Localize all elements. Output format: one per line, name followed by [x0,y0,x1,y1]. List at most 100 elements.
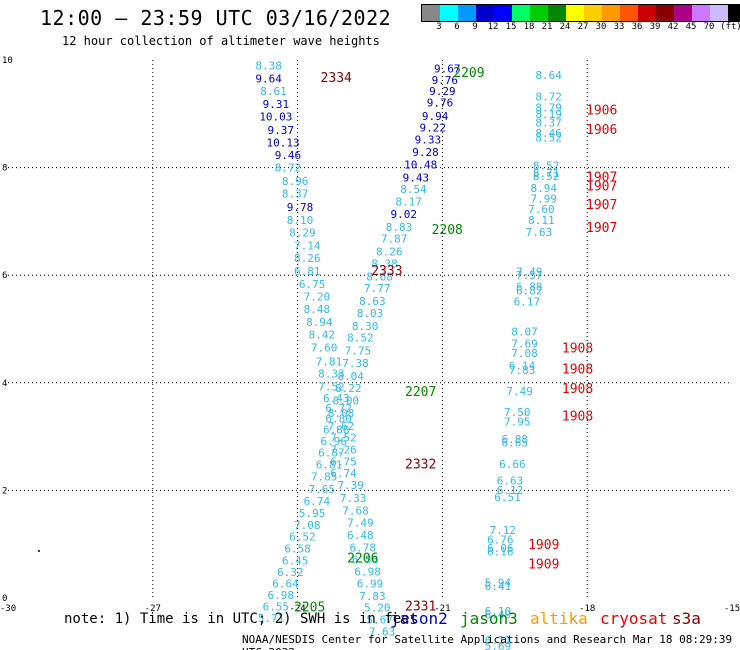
pass-number-label: 1907 [586,171,617,186]
wave-height-value: 6.81 [294,265,321,278]
wave-height-value: 6.56 [352,553,379,566]
wave-height-value: 7.08 [511,347,538,360]
wave-height-value: 8.10 [287,214,314,227]
legend-swatch [692,5,710,21]
wave-height-value: 8.26 [376,246,403,259]
legend-label: 18 [523,22,535,32]
wave-height-value: 8.03 [357,307,384,320]
wave-height-value: 7.20 [304,291,331,304]
wave-height-value: 6.74 [330,467,357,480]
legend-label: 39 [649,22,661,32]
wave-height-value: 7.52 [318,381,345,394]
wave-height-value: 7.65 [308,483,335,496]
pass-number-label: 2332 [405,458,436,473]
legend-swatch [638,5,656,21]
wave-height-value: 6.96 [321,435,348,448]
color-scale-legend [421,4,740,22]
pass-number-label: 1908 [562,341,593,356]
wave-height-value: 7.81 [316,355,343,368]
pass-number-label: 1906 [586,103,617,118]
legend-swatch [440,5,458,21]
wave-height-value: 8.79 [535,101,562,114]
pass-number-label: 2206 [347,552,378,567]
wave-height-value: 8.00 [333,395,360,408]
wave-height-value: 9.43 [403,171,430,184]
wave-height-value: 8.54 [400,183,427,196]
wave-height-value: 6.16 [487,546,514,559]
wave-height-value: 7.69 [511,338,538,351]
legend-swatch [548,5,566,21]
wave-height-value: 9.76 [432,74,459,87]
wave-height-value: 6.98 [354,566,381,579]
wave-height-value: 6.88 [516,280,543,293]
chart-title: 12:00 – 23:59 UTC 03/16/2022 [40,6,392,30]
legend-swatch [458,5,476,21]
legend-label: 33 [613,22,625,32]
legend-swatch [584,5,602,21]
pass-number-label: 2208 [432,223,463,238]
legend-swatch [422,5,440,21]
wave-height-value: 7.83 [509,364,536,377]
wave-height-value: 6.41 [485,580,512,593]
footer-note: note: 1) Time is in UTC; 2) SWH is in fe… [64,611,419,627]
legend-swatch [476,5,494,21]
wave-height-value: 6.75 [330,455,357,468]
wave-height-value: 9.76 [427,97,454,110]
wave-height-value: 6.63 [497,475,524,488]
wave-height-value: 7.50 [504,406,531,419]
wave-height-value: 6.10 [485,605,512,618]
wave-height-value: 7.52 [330,432,357,445]
y-tick-label: 8 [2,164,7,174]
wave-height-value: 6.12 [497,484,524,497]
legend-label: 15 [505,22,517,32]
wave-height-value: 6.98 [267,589,294,602]
pass-number-label: 2334 [321,71,352,86]
wave-height-value: 7.68 [342,504,369,517]
wave-height-value: 8.63 [359,295,386,308]
wave-height-value: 5.67 [366,614,393,627]
wave-height-value: 8.07 [511,326,538,339]
satellite-legend-altika: altika [530,609,588,628]
wave-height-value: 8.22 [335,382,362,395]
wave-height-value: 8.72 [275,162,302,175]
satellite-legend-jason3: jason3 [460,609,518,628]
legend-label: 42 [667,22,679,32]
wave-height-value: 8.19 [535,108,562,121]
legend-swatch [728,5,740,21]
legend-swatch [530,5,548,21]
legend-label: 27 [577,22,589,32]
wave-height-value: 7.60 [528,203,555,216]
y-tick-label: 0 [2,594,7,604]
legend-swatch [674,5,692,21]
legend-label: 45 [685,22,697,32]
wave-height-value: 8.48 [304,303,331,316]
pass-number-label: 2205 [294,601,325,616]
wave-height-value: 9.28 [412,146,439,159]
wave-height-value: 6.45 [282,554,309,567]
wave-height-value: 7.83 [359,590,386,603]
wave-height-value: 6.78 [350,541,377,554]
pass-number-label: 1906 [586,123,617,138]
wave-height-value: 8.52 [533,159,560,172]
wave-height-value: 6.81 [316,459,343,472]
wave-height-value: 6.43 [323,392,350,405]
wave-height-value: 9.22 [419,121,446,134]
wave-height-value: 6.32 [277,566,304,579]
wave-height-value: 6.64 [272,577,299,590]
pass-number-label: 2209 [453,66,484,81]
pass-number-label: 1908 [562,362,593,377]
wave-height-value: 7.57 [516,269,543,282]
legend-swatch [566,5,584,21]
wave-height-value: 8.08 [328,407,355,420]
wave-height-value: 7.62 [328,420,355,433]
wave-height-value: 6.88 [323,424,350,437]
wave-height-value: 7.63 [369,625,396,638]
wave-height-value: 6.11 [485,634,512,647]
wave-height-value: 8.52 [347,332,374,345]
wave-height-value: 7.26 [330,444,357,457]
wave-height-value: 7.14 [294,240,321,253]
wave-height-value: 8.46 [535,127,562,140]
legend-swatch [602,5,620,21]
